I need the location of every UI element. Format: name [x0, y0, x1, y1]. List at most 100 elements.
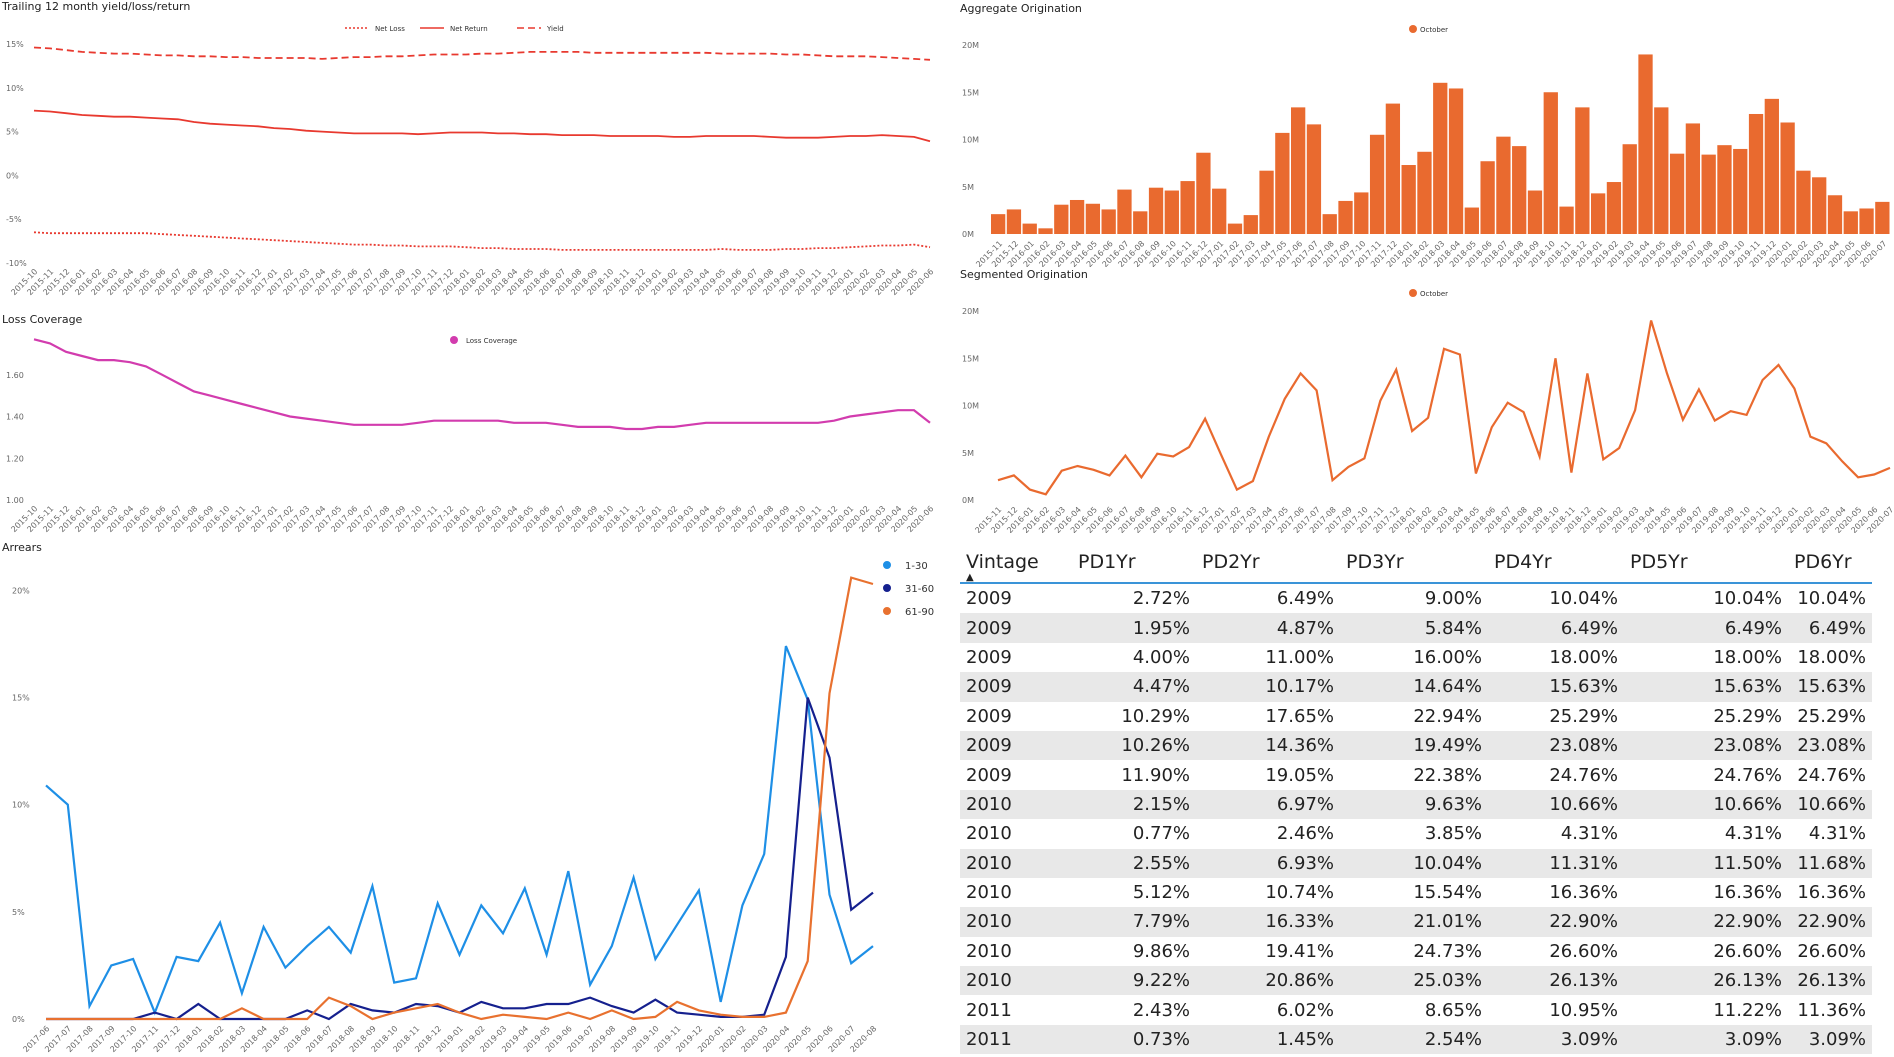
- pd-value-cell: 24.76%: [1797, 764, 1866, 786]
- loss-coverage-y-tick-label: 1.20: [6, 454, 24, 463]
- aggregate-bar: [1527, 190, 1543, 234]
- pd-value-cell: 3.09%: [1788, 1024, 1872, 1055]
- segmented-y-tick-label: 5M: [962, 449, 974, 458]
- vintage-cell: 2009: [960, 672, 1072, 702]
- header-pd3yr[interactable]: PD3Yr: [1340, 542, 1488, 584]
- pd-value-cell: 25.29%: [1713, 705, 1782, 727]
- segmented-origination-title: Segmented Origination: [960, 268, 1088, 281]
- trailing-y-tick-label: 0%: [6, 171, 19, 180]
- segmented-legend-label: October: [1420, 290, 1448, 298]
- vintage-cell: 2010: [966, 823, 1012, 845]
- aggregate-bar: [1622, 144, 1637, 234]
- pd-value-cell: 4.47%: [1072, 672, 1196, 702]
- pd-value-cell: 0.77%: [1132, 823, 1190, 845]
- pd-value-cell: 26.13%: [1788, 966, 1872, 996]
- aggregate-bar: [1543, 92, 1558, 234]
- loss-coverage-panel: Loss Coverage 1.60 1.40 1.20 1.00 2015-10 201…: [0, 313, 940, 533]
- table-row: 2009 10.29% 17.65% 22.94% 25.29% 25.29% 25.29%: [960, 702, 1872, 731]
- aggregate-bar: [1227, 223, 1243, 234]
- pd-value-cell: 6.93%: [1196, 848, 1340, 878]
- pd-value-cell: 2.43%: [1132, 999, 1190, 1021]
- vintage-cell: 2009: [966, 764, 1012, 786]
- pd-value-cell: 10.04%: [1797, 588, 1866, 610]
- aggregate-bar: [1875, 201, 1890, 234]
- aggregate-bar: [1085, 203, 1101, 234]
- trailing-legend-label: Yield: [546, 25, 564, 33]
- aggregate-origination-chart: 20M15M10M5M0M2015-112015-122016-012016-0…: [962, 25, 1890, 267]
- aggregate-bar: [1401, 165, 1416, 234]
- arrears-legend-marker: [883, 584, 891, 592]
- pd-value-cell: 10.66%: [1788, 789, 1872, 820]
- aggregate-bar: [1496, 136, 1511, 234]
- header-pd6yr[interactable]: PD6Yr: [1788, 542, 1872, 584]
- pd-value-cell: 23.08%: [1488, 730, 1624, 761]
- table-row: 2010 0.77% 2.46% 3.85% 4.31% 4.31% 4.31%: [960, 819, 1872, 848]
- pd-value-cell: 9.00%: [1424, 588, 1482, 610]
- table-row: 2010 9.86% 19.41% 24.73% 26.60% 26.60% 26.60%: [960, 937, 1872, 966]
- aggregate-bar: [1701, 154, 1716, 234]
- aggregate-bar: [1638, 54, 1653, 235]
- aggregate-bar: [1369, 134, 1385, 234]
- aggregate-y-tick-label: 10M: [962, 136, 979, 145]
- pd-value-cell: 4.31%: [1808, 823, 1866, 845]
- trailing-chart-title: Trailing 12 month yield/loss/return: [2, 0, 191, 13]
- pd-value-cell: 16.00%: [1413, 646, 1482, 668]
- aggregate-bar: [1054, 204, 1069, 234]
- pd-value-cell: 6.49%: [1624, 613, 1788, 643]
- table-row: 2009 1.95% 4.87% 5.84% 6.49% 6.49% 6.49%: [960, 613, 1872, 643]
- vintage-cell: 2011: [966, 999, 1012, 1021]
- pd-value-cell: 2.54%: [1340, 1024, 1488, 1055]
- aggregate-bar: [1196, 152, 1211, 234]
- pd-value-cell: 4.00%: [1132, 646, 1190, 668]
- aggregate-bar: [1291, 107, 1306, 234]
- table-row: 2010 9.22% 20.86% 25.03% 26.13% 26.13% 26.13%: [960, 966, 1872, 996]
- pd-value-cell: 0.73%: [1072, 1024, 1196, 1055]
- pd-value-cell: 10.66%: [1488, 789, 1624, 820]
- pd-value-cell: 15.63%: [1788, 672, 1872, 702]
- pd-value-cell: 11.36%: [1797, 999, 1866, 1021]
- aggregate-bar: [1827, 195, 1843, 234]
- segmented-y-tick-label: 10M: [962, 402, 979, 411]
- aggregate-bar: [1464, 207, 1479, 234]
- pd-value-cell: 10.17%: [1196, 672, 1340, 702]
- arrears-y-tick-label: 5%: [12, 908, 25, 917]
- pd-value-cell: 10.26%: [1072, 730, 1196, 761]
- loss-coverage-y-tick-label: 1.40: [6, 413, 24, 422]
- header-pd1yr[interactable]: PD1Yr: [1072, 542, 1196, 584]
- pd-value-cell: 11.68%: [1788, 848, 1872, 878]
- pd-value-cell: 22.90%: [1488, 907, 1624, 937]
- arrears-chart: 20%15%10%5%0%2017-062017-072017-082017-0…: [12, 561, 934, 1054]
- vintage-table: Vintage ▲ PD1Yr PD2Yr PD3Yr PD4Yr PD5Yr P…: [960, 542, 1872, 1055]
- aggregate-bar: [1669, 153, 1685, 234]
- pd-value-cell: 10.66%: [1624, 789, 1788, 820]
- pd-value-cell: 11.22%: [1713, 999, 1782, 1021]
- sort-ascending-icon[interactable]: ▲: [966, 572, 974, 583]
- pd-value-cell: 2.15%: [1072, 789, 1196, 820]
- pd-value-cell: 6.49%: [1276, 588, 1334, 610]
- arrears-y-tick-label: 15%: [12, 694, 30, 703]
- vintage-cell: 2010: [966, 882, 1012, 904]
- aggregate-bar: [1748, 113, 1764, 234]
- header-vintage[interactable]: Vintage ▲: [960, 542, 1072, 584]
- aggregate-bar: [1243, 215, 1258, 234]
- pd-value-cell: 25.03%: [1340, 966, 1488, 996]
- aggregate-bar: [1796, 170, 1811, 234]
- aggregate-bar: [1164, 190, 1179, 234]
- aggregate-bar: [991, 214, 1006, 234]
- table-row: 2009 2.72% 6.49% 9.00% 10.04% 10.04% 10.04%: [960, 583, 1872, 613]
- pd-value-cell: 25.29%: [1549, 705, 1618, 727]
- pd-value-cell: 18.00%: [1713, 646, 1782, 668]
- table-row: 2010 5.12% 10.74% 15.54% 16.36% 16.36% 16.36%: [960, 878, 1872, 907]
- header-pd4yr[interactable]: PD4Yr: [1488, 542, 1624, 584]
- pd-value-cell: 21.01%: [1340, 907, 1488, 937]
- header-pd2yr[interactable]: PD2Yr: [1196, 542, 1340, 584]
- pd-value-cell: 15.63%: [1488, 672, 1624, 702]
- trailing-y-tick-label: 15%: [6, 40, 24, 49]
- pd-value-cell: 16.36%: [1549, 882, 1618, 904]
- aggregate-bar: [1022, 223, 1037, 234]
- pd-value-cell: 26.60%: [1549, 940, 1618, 962]
- pd-value-cell: 19.49%: [1340, 730, 1488, 761]
- pd-value-cell: 16.33%: [1196, 907, 1340, 937]
- header-pd5yr[interactable]: PD5Yr: [1624, 542, 1788, 584]
- segmented-legend-marker: [1409, 289, 1417, 297]
